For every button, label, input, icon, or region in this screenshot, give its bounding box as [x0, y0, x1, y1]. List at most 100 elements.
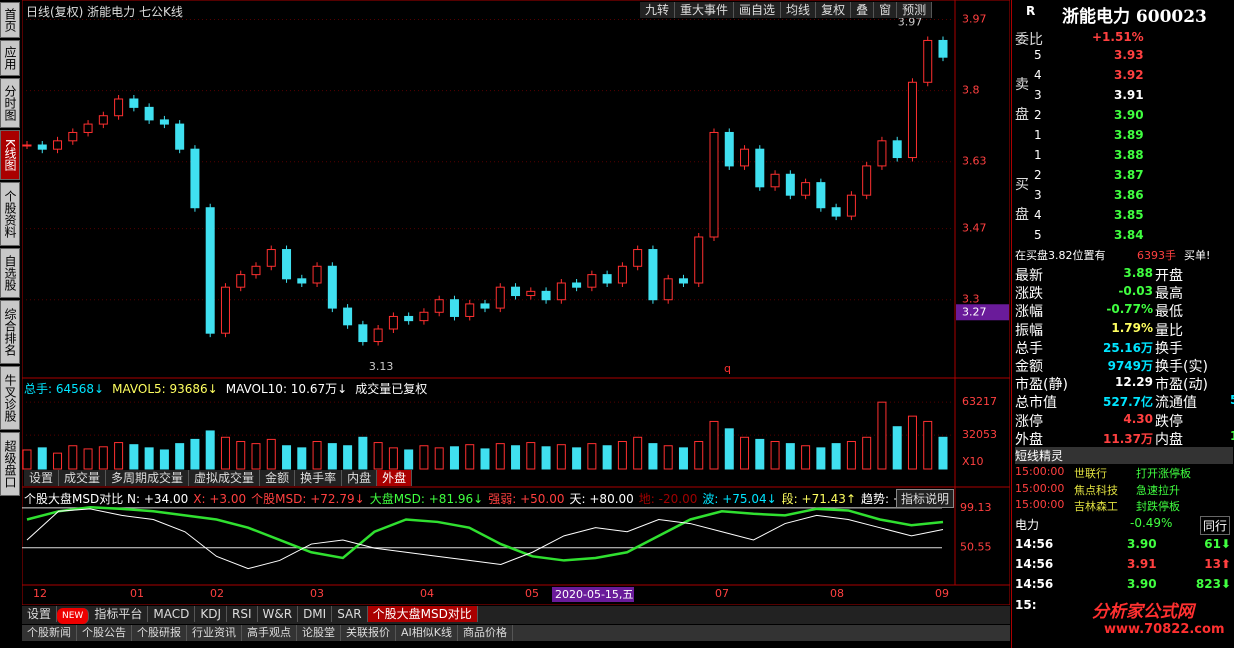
info-link[interactable]: 行业资讯 — [187, 625, 242, 641]
candle — [740, 148, 750, 167]
volume-bar — [556, 444, 566, 470]
indicator-tab[interactable]: MACD — [148, 606, 196, 622]
info-link[interactable]: 个股研报 — [132, 625, 187, 641]
volume-bar — [282, 445, 292, 470]
tool-button[interactable]: 九转 — [640, 2, 676, 18]
price: 3.89 — [1114, 128, 1144, 142]
tool-button[interactable]: 均线 — [781, 2, 817, 18]
sidebar-tab[interactable]: 综合排名 — [0, 300, 20, 364]
candle — [190, 148, 200, 209]
candle — [343, 307, 353, 326]
volume-tab[interactable]: 成交量 — [59, 470, 107, 486]
x-tick-label: 01 — [130, 587, 144, 600]
candle — [358, 324, 368, 343]
indicator-tab[interactable]: SAR — [332, 606, 368, 622]
sidebar-tab[interactable]: 超级盘口 — [0, 432, 20, 496]
tick-price: 3.90 — [1127, 577, 1157, 591]
level: 5 — [1034, 228, 1042, 242]
candle — [511, 286, 521, 297]
volume-tab[interactable]: 多周期成交量 — [106, 470, 190, 486]
info-link[interactable]: 个股新闻 — [22, 625, 77, 641]
volume-bar — [53, 452, 63, 470]
sprite-time: 15:00:00 — [1015, 481, 1065, 495]
indicator-tab[interactable]: RSI — [227, 606, 258, 622]
indicator-tab[interactable]: 指标平台 — [89, 606, 149, 622]
volume-bar — [862, 436, 872, 470]
tick-volume: 13⬆ — [1204, 557, 1231, 571]
current-price: 3.27 — [962, 305, 987, 318]
indicator-tab[interactable]: NEW — [57, 608, 90, 624]
y-tick-label: 3.3 — [962, 293, 980, 306]
y-tick-label: 3.8 — [962, 84, 980, 97]
field-value: 12.29 — [1115, 375, 1153, 390]
indicator-tab[interactable]: 个股大盘MSD对比 — [367, 606, 478, 622]
x-tick-label: 03 — [310, 587, 324, 600]
volume-unit: X10 — [962, 455, 984, 468]
volume-bar — [923, 420, 933, 470]
candle — [22, 144, 32, 147]
indicator-tab[interactable]: W&R — [258, 606, 299, 622]
legend-item: 段: +71.43↑ — [781, 492, 856, 506]
candle — [617, 265, 627, 284]
info-link[interactable]: 高手观点 — [242, 625, 297, 641]
price: 3.87 — [1114, 168, 1144, 182]
sidebar-tab[interactable]: 牛叉诊股 — [0, 366, 20, 430]
msd-legend: 个股大盘MSD对比 N: +34.00 X: +3.00 个股MSD: +72.79… — [24, 490, 952, 507]
candle — [923, 39, 933, 83]
volume-bar — [816, 447, 826, 470]
candle — [816, 182, 826, 209]
sidebar-tab[interactable]: K线图 — [0, 130, 20, 180]
sidebar-tab[interactable]: 分时图 — [0, 78, 20, 128]
volume-tab[interactable]: 外盘 — [377, 470, 413, 486]
tick-volume: 823⬇ — [1195, 577, 1231, 591]
info-link[interactable]: 论股堂 — [297, 625, 341, 641]
volume-bar — [205, 430, 215, 470]
candle — [83, 123, 93, 133]
volume-tab[interactable]: 换手率 — [295, 470, 343, 486]
candle — [282, 249, 292, 280]
price: 3.85 — [1114, 208, 1144, 222]
volume-tab[interactable]: 内盘 — [342, 470, 378, 486]
candle — [633, 249, 643, 267]
indicator-tab[interactable]: DMI — [298, 606, 333, 622]
volume-tab[interactable]: 金额 — [260, 470, 296, 486]
tool-button[interactable]: 窗 — [874, 2, 898, 18]
indicator-tab[interactable]: 设置 — [22, 606, 58, 622]
tool-button[interactable]: 画自选 — [734, 2, 782, 18]
field-label: 市盈(动) — [1155, 377, 1208, 394]
toolbar: 九转 重大事件 画自选 均线 复权叠窗预测 — [640, 2, 933, 18]
sidebar-tab[interactable]: 个股资料 — [0, 182, 20, 246]
volume-bar — [358, 436, 368, 470]
candle — [175, 123, 185, 150]
candle — [602, 274, 612, 284]
volume-bar — [22, 449, 32, 470]
candle — [724, 131, 734, 167]
candle — [770, 173, 780, 188]
stock-name: 浙能电力 600023 — [1062, 7, 1207, 27]
sidebar-tab[interactable]: 自选股 — [0, 248, 20, 298]
tool-button[interactable]: 重大事件 — [675, 2, 735, 18]
x-tick-label: 12 — [33, 587, 47, 600]
sidebar-tab[interactable]: 应用 — [0, 40, 20, 76]
volume-bar — [68, 445, 78, 470]
candle — [68, 131, 78, 142]
info-link[interactable]: 个股公告 — [77, 625, 132, 641]
info-link[interactable]: 关联报价 — [341, 625, 396, 641]
y-tick-label: 63217 — [962, 395, 997, 408]
sidebar-tab[interactable]: 首页 — [0, 2, 20, 38]
volume-legend: 总手: 64568↓ MAVOL5: 93686↓ MAVOL10: 10.67万↓… — [24, 380, 435, 397]
info-link[interactable]: 商品价格 — [458, 625, 513, 641]
volume-tab[interactable]: 虚拟成交量 — [189, 470, 261, 486]
info-link[interactable]: AI相似K线 — [396, 625, 458, 641]
field-label: 外盘 — [1015, 431, 1043, 448]
candle — [480, 303, 490, 309]
tool-button[interactable]: 预测 — [897, 2, 933, 18]
volume-tab[interactable]: 设置 — [24, 470, 60, 486]
indicator-tab[interactable]: KDJ — [195, 606, 227, 622]
tool-button[interactable]: 叠 — [851, 2, 875, 18]
tool-button[interactable]: 复权 — [816, 2, 852, 18]
volume-bar — [892, 426, 902, 470]
legend-item: MAVOL5: 93686↓ — [112, 382, 218, 396]
indicator-help-button[interactable]: 指标说明 — [896, 489, 955, 508]
